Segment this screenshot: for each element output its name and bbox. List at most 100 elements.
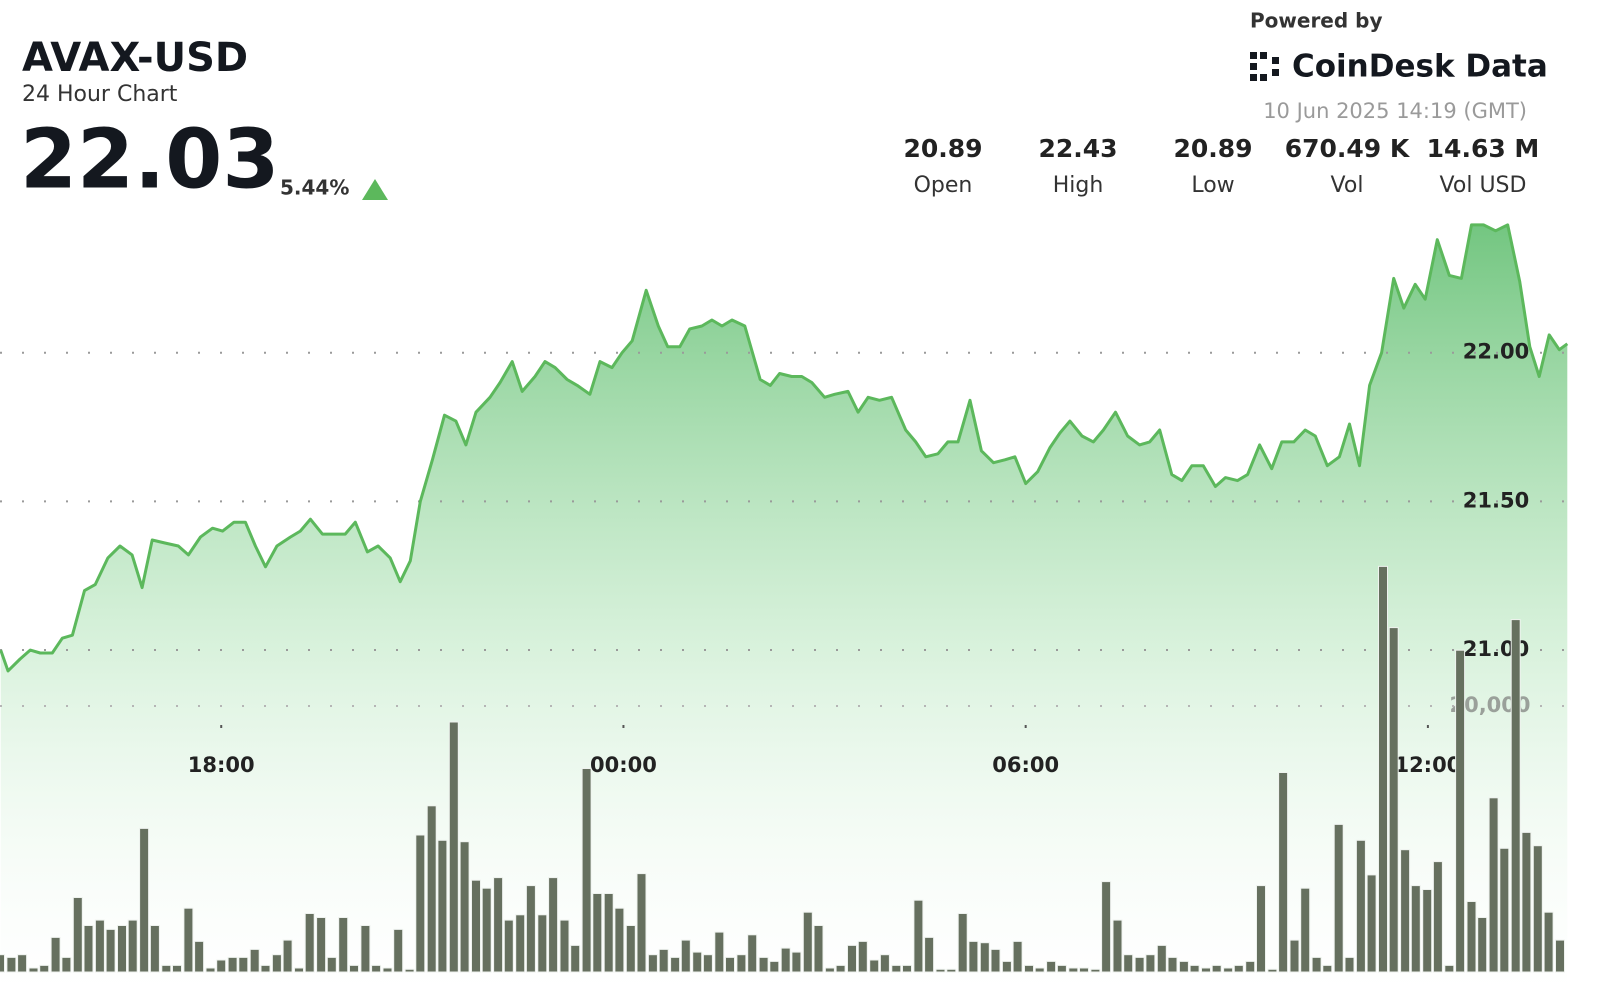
volume-bar — [1056, 964, 1067, 973]
volume-bar — [238, 956, 249, 973]
volume-bar — [139, 827, 150, 973]
volume-bar — [537, 914, 548, 973]
volume-bar — [393, 928, 404, 973]
price-area — [0, 224, 1568, 992]
volume-bar — [857, 940, 868, 973]
volume-bar — [1223, 967, 1234, 973]
volume-bar — [1344, 956, 1355, 973]
volume-bar — [990, 948, 1001, 973]
stat-value: 14.63 M — [1427, 134, 1540, 163]
stat-label: High — [1053, 173, 1104, 198]
symbol: AVAX-USD — [22, 35, 248, 81]
volume-bar — [769, 960, 780, 973]
volume-bar — [61, 956, 72, 973]
volume-bar — [1477, 917, 1488, 973]
volume-bar — [1245, 960, 1256, 973]
volume-bar — [260, 964, 271, 973]
volume-bar — [1024, 964, 1034, 973]
volume-bar — [979, 942, 990, 973]
volume-bar — [459, 841, 470, 973]
volume-bar — [326, 956, 337, 973]
volume-bar — [835, 964, 846, 973]
volume-bar — [1145, 954, 1156, 973]
volume-bar — [780, 947, 791, 973]
volume-bar — [1555, 939, 1565, 973]
volume-bar — [360, 925, 371, 973]
y-tick-label: 21.50 — [1463, 488, 1529, 512]
stat-value: 20.89 — [1173, 134, 1252, 163]
volume-bar — [1001, 960, 1012, 973]
volume-bar — [1543, 911, 1554, 973]
volume-bar — [105, 928, 116, 973]
volume-bar — [1068, 967, 1079, 973]
volume-bar — [415, 834, 426, 973]
volume-bar — [404, 968, 415, 973]
volume-bar — [1400, 849, 1411, 973]
x-tick-label: 12:00 — [1394, 753, 1461, 777]
volume-bar — [50, 936, 61, 973]
volume-bar — [1410, 885, 1421, 973]
stat-value: 670.49 K — [1285, 134, 1411, 163]
volume-bar — [0, 954, 5, 973]
volume-bar — [1134, 956, 1145, 973]
volume-bar — [725, 956, 735, 973]
volume-bar — [216, 959, 227, 973]
volume-bar — [1466, 901, 1477, 973]
volume-bar — [149, 925, 160, 973]
volume-bar — [249, 948, 260, 973]
volume-bar — [1499, 847, 1510, 973]
volume-bar — [426, 805, 437, 973]
volume-bar — [338, 917, 349, 973]
volume-bar — [1189, 964, 1200, 973]
volume-bar — [1046, 960, 1057, 973]
timestamp: 10 Jun 2025 14:19 (GMT) — [1263, 99, 1527, 123]
x-tick-label: 06:00 — [992, 753, 1059, 777]
stat-value: 20.89 — [903, 134, 982, 163]
volume-bar — [1444, 964, 1455, 973]
volume-bar — [117, 925, 127, 973]
volume-bar — [1300, 887, 1311, 973]
volume-bar — [471, 879, 481, 973]
volume-bar — [39, 964, 50, 973]
volume-bar — [603, 893, 614, 973]
volume-bar — [736, 954, 747, 973]
volume-bar — [525, 885, 536, 973]
volume-bar — [714, 931, 725, 973]
volume-bar — [172, 964, 182, 973]
volume-bar — [824, 967, 835, 973]
volume-bar — [481, 887, 492, 973]
y-tick-label: 22.00 — [1463, 340, 1529, 364]
volume-bar — [1532, 845, 1543, 973]
volume-bar — [935, 968, 946, 973]
volume-bar — [1366, 874, 1377, 973]
volume-bar — [282, 939, 293, 973]
volume-bar — [680, 939, 691, 973]
volume-bar — [559, 919, 570, 973]
volume-bar — [493, 877, 504, 973]
volume-bar — [1388, 627, 1399, 973]
volume-bar — [6, 956, 17, 973]
volume-bar — [747, 934, 758, 973]
volume-bar — [968, 940, 979, 973]
volume-bar — [614, 907, 625, 973]
volume-bar — [891, 964, 902, 973]
volume-bar — [946, 968, 957, 973]
volume-bar — [1267, 968, 1278, 973]
volume-bar — [304, 913, 315, 973]
volume-bar — [1333, 823, 1344, 973]
volume-bar — [869, 959, 880, 973]
volume-bar — [957, 913, 968, 973]
volume-bar — [1311, 956, 1322, 973]
stat-label: Open — [914, 173, 973, 198]
volume-bar — [1521, 831, 1532, 973]
volume-bar — [647, 954, 658, 973]
stat-label: Vol — [1331, 173, 1364, 198]
volume-bar — [371, 964, 382, 973]
volume-bar — [802, 911, 813, 973]
volume-bar — [1123, 954, 1134, 973]
stat-label: Low — [1191, 173, 1234, 198]
stat-value: 22.43 — [1038, 134, 1117, 163]
volume-bar — [902, 964, 912, 973]
